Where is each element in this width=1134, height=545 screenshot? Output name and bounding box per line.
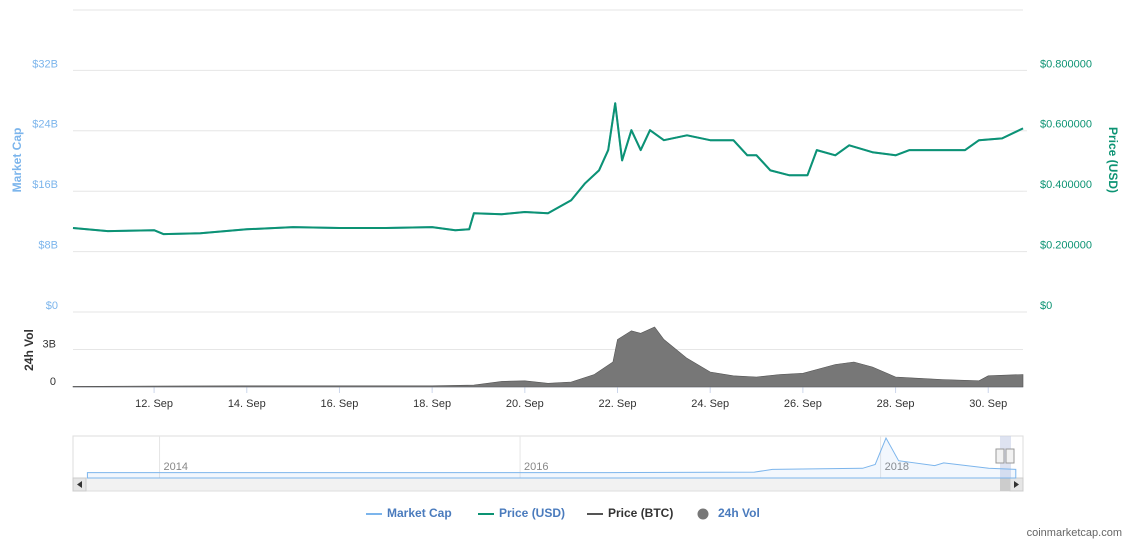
legend-label[interactable]: Price (USD) bbox=[499, 506, 565, 520]
x-tick-label: 12. Sep bbox=[135, 398, 173, 410]
x-tick-label: 20. Sep bbox=[506, 398, 544, 410]
x-tick-label: 28. Sep bbox=[877, 398, 915, 410]
vol-axis-title: 24h Vol bbox=[22, 329, 36, 371]
y-axis-title: Market Cap bbox=[10, 128, 24, 193]
navigator-tick-label: 2016 bbox=[524, 461, 548, 473]
y-tick-label: $16B bbox=[32, 179, 58, 191]
vol-tick-label: 0 bbox=[50, 376, 56, 388]
y2-tick-label: $0.200000 bbox=[1040, 240, 1092, 252]
y-tick-label: $0 bbox=[46, 300, 58, 312]
x-tick-label: 18. Sep bbox=[413, 398, 451, 410]
y-tick-label: $24B bbox=[32, 119, 58, 131]
vol-tick-label: 3B bbox=[43, 338, 56, 350]
scrollbar-thumb[interactable] bbox=[1000, 478, 1011, 491]
x-tick-label: 24. Sep bbox=[691, 398, 729, 410]
y2-axis-title: Price (USD) bbox=[1106, 127, 1120, 193]
volume-area bbox=[72, 326, 1024, 388]
legend-label[interactable]: Market Cap bbox=[387, 506, 452, 520]
scroll-right-arrow bbox=[1014, 481, 1019, 488]
series-line bbox=[72, 102, 1024, 236]
y2-tick-label: $0.800000 bbox=[1040, 58, 1092, 70]
x-tick-label: 22. Sep bbox=[599, 398, 637, 410]
scrollbar[interactable] bbox=[72, 477, 1024, 492]
y2-tick-label: $0.400000 bbox=[1040, 179, 1092, 191]
legend-label[interactable]: 24h Vol bbox=[718, 506, 760, 520]
y-tick-label: $8B bbox=[38, 240, 58, 252]
legend-label[interactable]: Price (BTC) bbox=[608, 506, 673, 520]
navigator-tick-label: 2014 bbox=[164, 461, 188, 473]
navigator-tick-label: 2018 bbox=[885, 461, 909, 473]
y2-tick-label: $0 bbox=[1040, 300, 1052, 312]
series-line bbox=[72, 102, 1024, 236]
credit: coinmarketcap.com bbox=[1027, 527, 1122, 539]
navigator-area bbox=[86, 436, 1017, 479]
y2-tick-label: $0.600000 bbox=[1040, 119, 1092, 131]
y-tick-label: $32B bbox=[32, 58, 58, 70]
navigator-frame bbox=[72, 435, 1024, 479]
x-tick-label: 30. Sep bbox=[969, 398, 1007, 410]
legend-symbol bbox=[697, 508, 709, 520]
x-tick-label: 16. Sep bbox=[321, 398, 359, 410]
scroll-left-arrow bbox=[77, 481, 82, 488]
navigator-handle[interactable] bbox=[995, 448, 1005, 464]
navigator-handle[interactable] bbox=[1005, 448, 1015, 464]
x-tick-label: 14. Sep bbox=[228, 398, 266, 410]
x-tick-label: 26. Sep bbox=[784, 398, 822, 410]
